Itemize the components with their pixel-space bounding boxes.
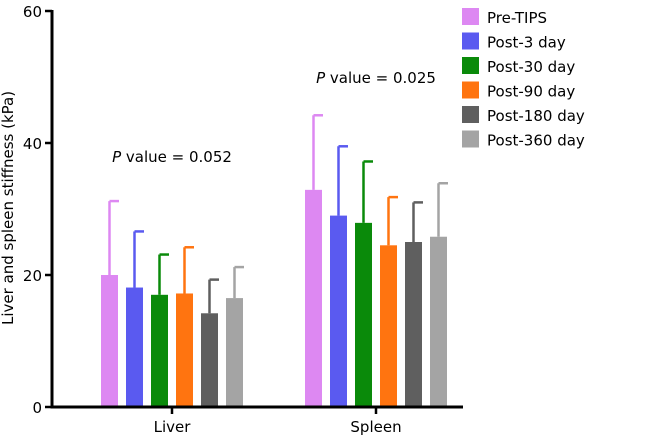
x-axis: Liver Spleen (50, 405, 463, 436)
legend: Pre-TIPS Post-3 day Post-30 day Post-90 day… (462, 8, 585, 150)
p-value-annotation: P value = 0.052 (112, 148, 232, 166)
legend-label: Pre-TIPS (487, 9, 547, 27)
legend-label: Post-30 day (487, 58, 575, 76)
legend-label: Post-360 day (487, 132, 585, 150)
bar (305, 189, 322, 407)
bar (380, 245, 397, 407)
x-tick-label: Liver (154, 418, 192, 436)
bar (176, 293, 193, 407)
bar-series (101, 114, 448, 407)
y-axis: 0 20 40 60 (23, 3, 54, 417)
legend-swatch (462, 130, 479, 148)
y-tick-label: 60 (23, 3, 42, 21)
bar (355, 222, 372, 407)
p-symbol: P (112, 148, 122, 166)
bar (151, 294, 168, 407)
bar (405, 242, 422, 407)
bar (330, 215, 347, 407)
y-tick-label: 20 (23, 267, 42, 285)
p-value-annotation: P value = 0.025 (316, 69, 436, 87)
legend-swatch (462, 81, 479, 99)
bar (101, 275, 118, 407)
x-tick-label: Spleen (350, 418, 401, 436)
bar (201, 313, 218, 407)
legend-swatch (462, 57, 479, 74)
bar (126, 287, 143, 407)
bar (226, 298, 243, 407)
y-axis-label: Liver and spleen stiffness (kPa) (0, 91, 17, 325)
p-value-text: value = 0.025 (325, 69, 436, 87)
bar (430, 236, 447, 407)
p-symbol: P (316, 69, 326, 87)
y-tick-label: 40 (23, 135, 42, 153)
legend-label: Post-90 day (487, 83, 575, 101)
legend-swatch (462, 106, 479, 123)
p-value-text: value = 0.052 (121, 148, 232, 166)
legend-swatch (462, 32, 479, 50)
legend-label: Post-180 day (487, 107, 585, 125)
legend-swatch (462, 8, 479, 25)
legend-label: Post-3 day (487, 34, 566, 52)
y-tick-label: 0 (32, 399, 42, 417)
